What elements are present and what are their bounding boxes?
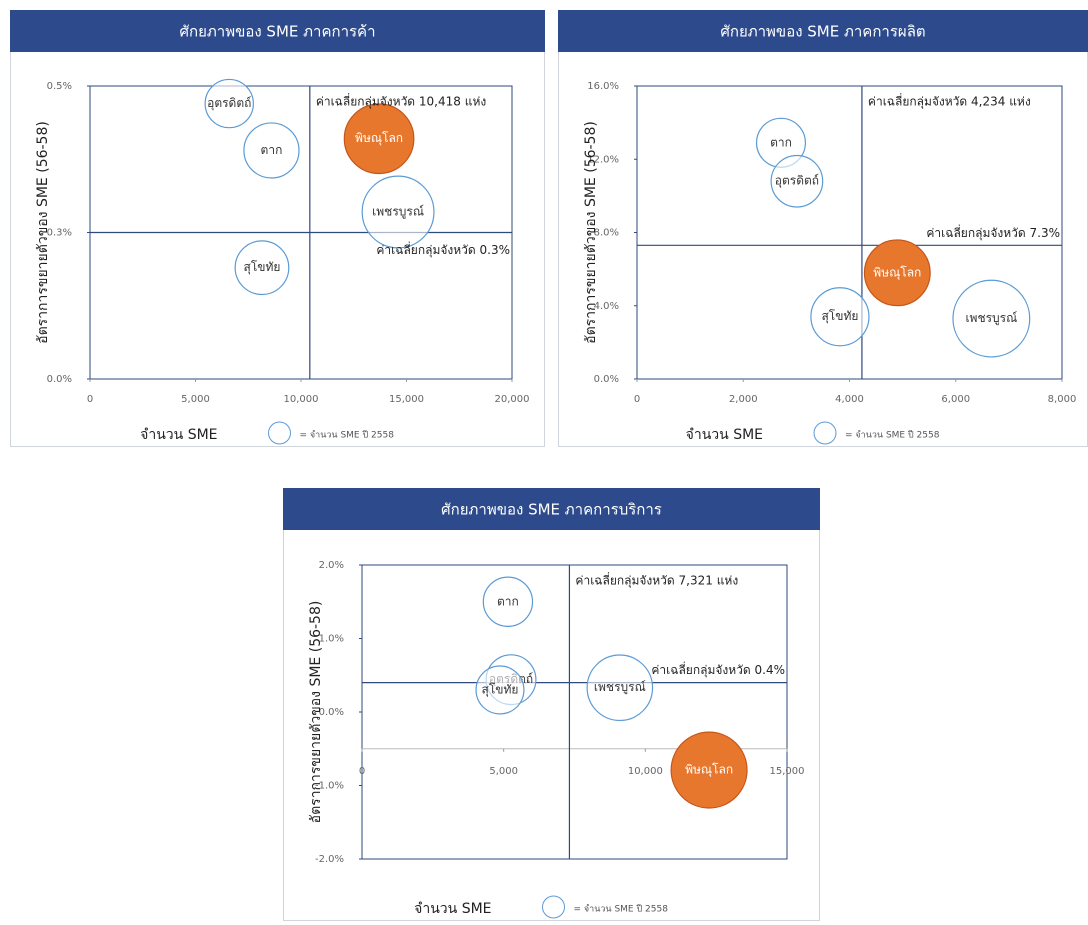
panel-header bbox=[558, 10, 1088, 52]
average-x-label: ค่าเฉลี่ยกลุ่มจังหวัด 4,234 แห่ง bbox=[868, 93, 1031, 110]
bubble-label: อุตรดิตถ์ bbox=[207, 96, 251, 111]
y-tick-label: 0.5% bbox=[47, 81, 72, 92]
bubble bbox=[863, 239, 931, 307]
average-x-label: ค่าเฉลี่ยกลุ่มจังหวัด 7,321 แห่ง bbox=[575, 572, 738, 589]
x-tick-label: 8,000 bbox=[1048, 394, 1077, 405]
bubble bbox=[952, 279, 1031, 358]
y-tick-label: 4.0% bbox=[594, 301, 619, 312]
legend-label: = จำนวน SME ปี 2558 bbox=[574, 904, 669, 915]
y-tick-label: 16.0% bbox=[587, 81, 619, 92]
x-tick-label: 0 bbox=[634, 394, 640, 405]
y-tick-label: 2.0% bbox=[319, 560, 344, 571]
bubble bbox=[810, 287, 870, 347]
average-y-label: ค่าเฉลี่ยกลุ่มจังหวัด 0.4% bbox=[651, 661, 785, 678]
average-y-label: ค่าเฉลี่ยกลุ่มจังหวัด 7.3% bbox=[926, 224, 1060, 241]
chart-title: ศักยภาพของ SME ภาคการค้า bbox=[179, 23, 375, 41]
bubble-label: ตาก bbox=[261, 143, 283, 157]
x-tick-label: 0 bbox=[359, 766, 365, 777]
panel bbox=[283, 488, 820, 921]
x-tick-label: 10,000 bbox=[628, 766, 663, 777]
x-axis-label: จำนวน SME bbox=[414, 901, 491, 917]
bubble bbox=[670, 731, 748, 809]
legend-label: = จำนวน SME ปี 2558 bbox=[300, 430, 395, 441]
y-tick-label: 0.0% bbox=[47, 374, 72, 385]
bubble bbox=[770, 154, 824, 208]
bubble-label: สุโขทัย bbox=[821, 309, 858, 324]
y-tick-label: 0.0% bbox=[319, 707, 344, 718]
bubble-label: เพชรบูรณ์ bbox=[372, 204, 424, 219]
legend-marker bbox=[542, 895, 565, 919]
panel bbox=[558, 10, 1088, 447]
legend-label: = จำนวน SME ปี 2558 bbox=[845, 430, 940, 441]
y-tick-label: 8.0% bbox=[594, 228, 619, 239]
x-tick-label: 10,000 bbox=[284, 394, 319, 405]
bubble bbox=[361, 175, 435, 249]
x-tick-label: 4,000 bbox=[835, 394, 864, 405]
bubble bbox=[586, 654, 654, 722]
bubble-label: พิษณุโลก bbox=[355, 131, 403, 146]
x-tick-label: 2,000 bbox=[729, 394, 758, 405]
legend-marker bbox=[268, 421, 291, 445]
x-tick-label: 0 bbox=[87, 394, 93, 405]
y-tick-label: 0.3% bbox=[47, 228, 72, 239]
bubble bbox=[343, 103, 415, 175]
x-tick-label: 5,000 bbox=[489, 766, 518, 777]
x-axis-label: จำนวน SME bbox=[140, 427, 217, 443]
bubble bbox=[234, 240, 290, 296]
bubble-label: ตาก bbox=[770, 135, 792, 149]
chart-title: ศักยภาพของ SME ภาคการผลิต bbox=[720, 23, 925, 41]
y-tick-label: -2.0% bbox=[315, 854, 344, 865]
legend-marker bbox=[813, 421, 837, 445]
y-tick-label: 1.0% bbox=[319, 634, 344, 645]
y-tick-label: 12.0% bbox=[587, 154, 619, 165]
bubble bbox=[482, 576, 534, 627]
x-tick-label: 20,000 bbox=[495, 394, 530, 405]
bubble-label: พิษณุโลก bbox=[873, 265, 921, 280]
x-tick-label: 6,000 bbox=[941, 394, 970, 405]
bubble-label: สุโขทัย bbox=[244, 260, 281, 275]
bubble-label: อุตรดิตถ์ bbox=[775, 174, 819, 189]
average-y-label: ค่าเฉลี่ยกลุ่มจังหวัด 0.3% bbox=[376, 241, 510, 258]
panel-header bbox=[10, 10, 545, 52]
average-x-label: ค่าเฉลี่ยกลุ่มจังหวัด 10,418 แห่ง bbox=[316, 93, 486, 110]
x-axis-label: จำนวน SME bbox=[686, 427, 763, 443]
x-tick-label: 15,000 bbox=[770, 766, 805, 777]
y-tick-label: 0.0% bbox=[594, 374, 619, 385]
y-axis-label: อัตราการขยายตัวของ SME (56-58) bbox=[583, 121, 599, 344]
bubble bbox=[243, 122, 300, 179]
x-tick-label: 15,000 bbox=[389, 394, 424, 405]
bubble-label: ตาก bbox=[497, 594, 519, 608]
bubble-label: เพชรบูรณ์ bbox=[965, 311, 1017, 326]
bubble-label: เพชรบูรณ์ bbox=[594, 680, 646, 695]
x-tick-label: 5,000 bbox=[181, 394, 210, 405]
y-tick-label: -1.0% bbox=[315, 781, 344, 792]
panel bbox=[10, 10, 545, 447]
chart-title: ศักยภาพของ SME ภาคการบริการ bbox=[441, 501, 662, 519]
panel-header bbox=[283, 488, 820, 530]
y-axis-label: อัตราการขยายตัวของ SME (56-58) bbox=[308, 601, 324, 824]
bubble bbox=[475, 665, 525, 715]
y-axis-label: อัตราการขยายตัวของ SME (56-58) bbox=[35, 121, 51, 344]
bubble bbox=[204, 78, 254, 129]
bubble-label: พิษณุโลก bbox=[685, 763, 733, 778]
bubble-label: สุโขทัย bbox=[482, 682, 519, 697]
